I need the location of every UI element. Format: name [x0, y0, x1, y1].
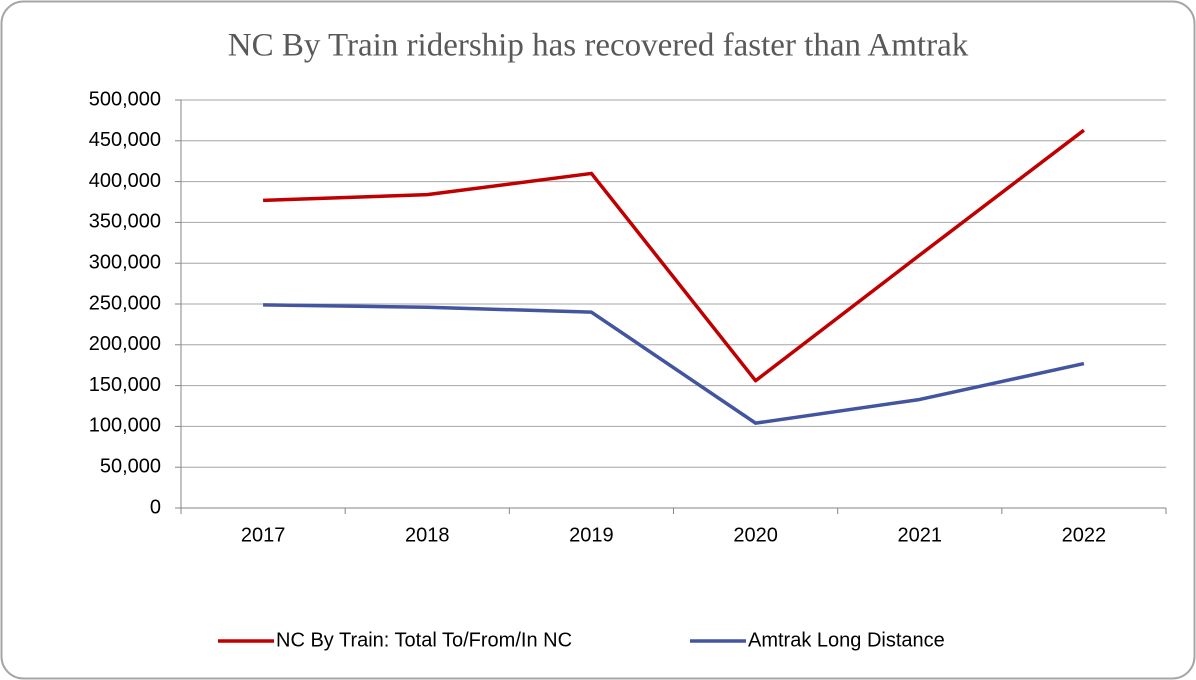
x-tick-label: 2019 — [569, 524, 614, 546]
x-tick-label: 2021 — [898, 524, 943, 546]
y-tick-label: 400,000 — [89, 170, 161, 192]
x-tick-label: 2017 — [241, 524, 286, 546]
y-tick-label: 50,000 — [100, 455, 161, 477]
y-tick-label: 350,000 — [89, 211, 161, 233]
x-tick-label: 2020 — [733, 524, 778, 546]
legend-label: Amtrak Long Distance — [748, 629, 945, 651]
y-tick-label: 450,000 — [89, 129, 161, 151]
y-tick-label: 250,000 — [89, 292, 161, 314]
y-tick-label: 150,000 — [89, 374, 161, 396]
y-tick-label: 300,000 — [89, 251, 161, 273]
y-tick-label: 200,000 — [89, 333, 161, 355]
legend-label: NC By Train: Total To/From/In NC — [276, 629, 572, 651]
y-tick-label: 0 — [150, 496, 161, 518]
y-tick-label: 100,000 — [89, 415, 161, 437]
x-tick-label: 2022 — [1062, 524, 1107, 546]
series-line — [263, 303, 1085, 425]
chart-title: NC By Train ridership has recovered fast… — [228, 28, 969, 64]
y-tick-label: 500,000 — [89, 88, 161, 110]
x-tick-label: 2018 — [405, 524, 450, 546]
series-line — [263, 128, 1085, 383]
